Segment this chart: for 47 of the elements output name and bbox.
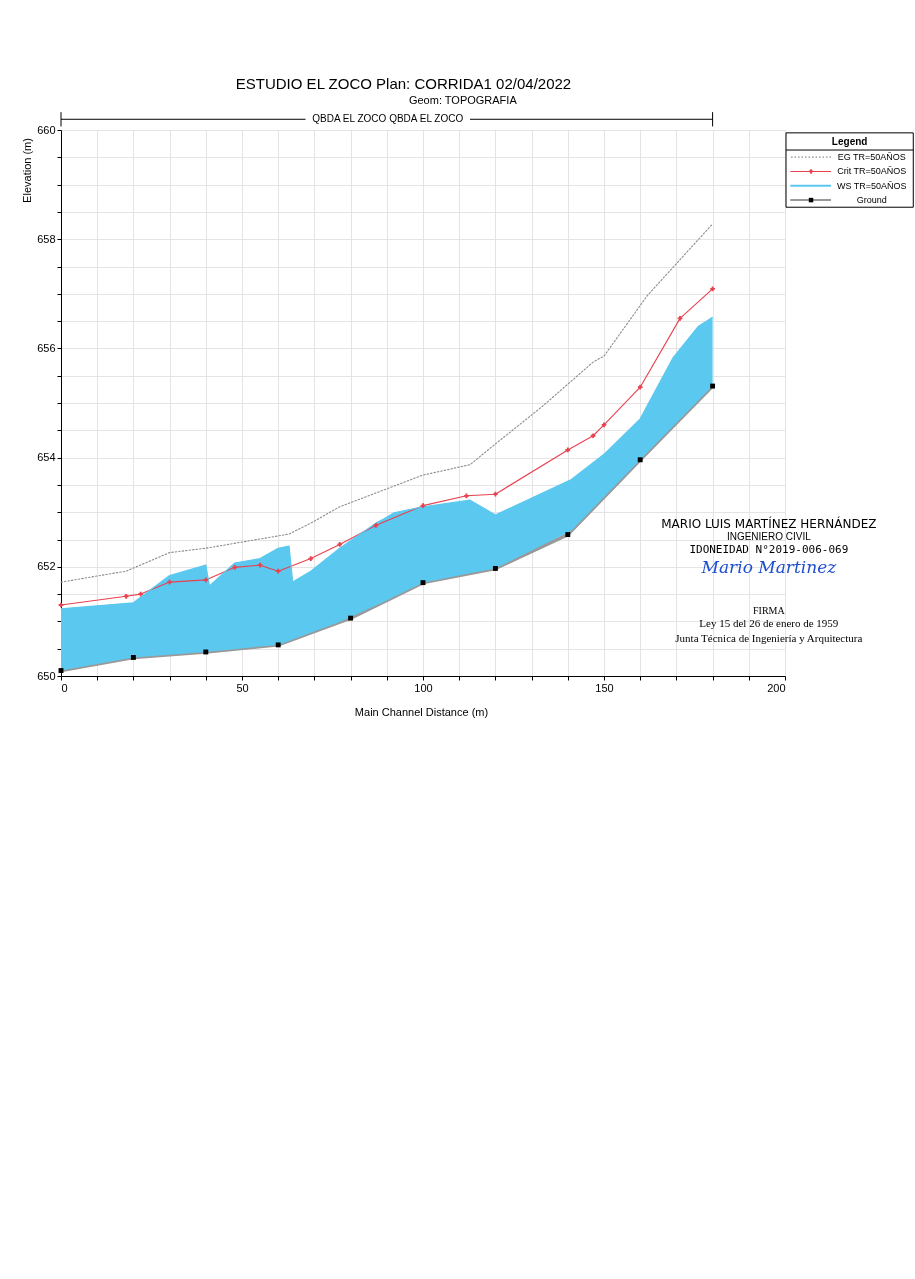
x-tick-label: 150: [595, 681, 614, 694]
y-axis-title: Elevation (m): [20, 138, 33, 203]
annotation: MARIO LUIS MARTÍNEZ HERNÁNDEZ: [661, 515, 877, 531]
y-tick-label: 654: [37, 451, 56, 464]
y-tick-label: 660: [37, 123, 56, 136]
legend-title: Legend: [831, 136, 868, 148]
point: [167, 579, 172, 585]
legend-label: Crit TR=50AÑOS: [837, 166, 907, 177]
annotation: Ley 15 del 26 de enero de 1959: [699, 617, 839, 630]
point: [710, 286, 715, 292]
point: [420, 503, 426, 508]
point: [601, 422, 607, 428]
annotation: Junta Técnica de Ingeniería y Arquitectura: [675, 632, 863, 645]
chart-subtitle: Geom: TOPOGRAFIA: [408, 93, 518, 106]
point: [232, 565, 238, 570]
annotation: IDONEIDAD N°2019-006-069: [689, 543, 849, 557]
x-tick-label: 50: [236, 681, 249, 694]
x-tick-label: 100: [414, 681, 433, 694]
point: [123, 593, 129, 599]
point: [493, 491, 498, 497]
annotation: FIRMA: [753, 605, 786, 617]
legend-label: WS TR=50AÑOS: [837, 180, 907, 191]
annotation: INGENIERO CIVIL: [726, 530, 812, 542]
point: [138, 591, 143, 597]
point: [308, 556, 314, 561]
x-axis-title: Main Channel Distance (m): [354, 705, 489, 718]
point: [590, 433, 596, 439]
point: [203, 577, 209, 583]
point: [373, 522, 379, 528]
text: QBDA EL ZOCO QBDA EL ZOCO: [312, 113, 464, 125]
x-tick-label: 200: [767, 681, 786, 694]
annotation: Mario Martinez: [700, 557, 838, 578]
text: Ground: [856, 195, 887, 206]
chart-title: ESTUDIO EL ZOCO Plan: CORRIDA1 02/04/2022: [235, 75, 572, 93]
legend-label: EG TR=50AÑOS: [837, 152, 906, 163]
y-tick-label: 650: [37, 669, 56, 682]
y-tick-label: 658: [37, 232, 56, 245]
x-tick-label: 0: [61, 681, 68, 694]
point: [257, 562, 263, 568]
y-tick-label: 656: [37, 341, 56, 354]
y-tick-label: 652: [37, 560, 56, 573]
point: [464, 493, 469, 499]
point: [337, 542, 343, 547]
point: [637, 384, 643, 390]
point: [677, 316, 683, 321]
point: [275, 568, 281, 574]
point: [565, 447, 571, 453]
